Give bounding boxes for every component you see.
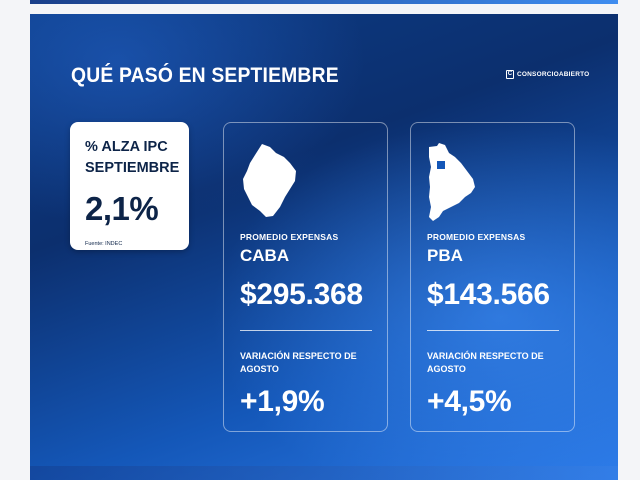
variation-value: +1,9% — [240, 385, 325, 418]
expense-amount: $143.566 — [427, 278, 550, 311]
variation-label: VARIACIÓN RESPECTO DE AGOSTO — [427, 351, 544, 374]
page-title: QUÉ PASÓ EN SEPTIEMBRE — [71, 64, 339, 87]
region-name: PBA — [427, 246, 463, 265]
expense-label: PROMEDIO EXPENSAS — [427, 232, 526, 242]
top-accent-strip — [30, 0, 618, 4]
variation-value: +4,5% — [427, 385, 512, 418]
ipc-card: % ALZA IPC SEPTIEMBRE 2,1% Fuente: INDEC — [70, 122, 189, 250]
pba-map-icon — [429, 143, 475, 221]
brand-logo: C CONSORCIOABIERTO — [506, 70, 589, 79]
expense-amount: $295.368 — [240, 278, 363, 311]
variation-label: VARIACIÓN RESPECTO DE AGOSTO — [240, 351, 357, 374]
divider — [240, 330, 372, 331]
building-logo-icon: C — [506, 70, 514, 79]
divider — [427, 330, 559, 331]
ipc-value: 2,1% — [85, 190, 159, 227]
caba-panel: PROMEDIO EXPENSAS CABA $295.368 VARIACIÓ… — [223, 122, 388, 432]
ipc-source: Fuente: INDEC — [85, 241, 123, 247]
expense-label: PROMEDIO EXPENSAS — [240, 232, 339, 242]
infographic-card: QUÉ PASÓ EN SEPTIEMBRE C CONSORCIOABIERT… — [30, 14, 618, 480]
ipc-label: % ALZA IPC SEPTIEMBRE — [85, 139, 180, 176]
brand-name: CONSORCIOABIERTO — [517, 71, 590, 78]
bottom-band — [30, 466, 618, 480]
caba-map-icon — [243, 144, 296, 217]
pba-panel: PROMEDIO EXPENSAS PBA $143.566 VARIACIÓN… — [410, 122, 575, 432]
region-name: CABA — [240, 246, 290, 265]
